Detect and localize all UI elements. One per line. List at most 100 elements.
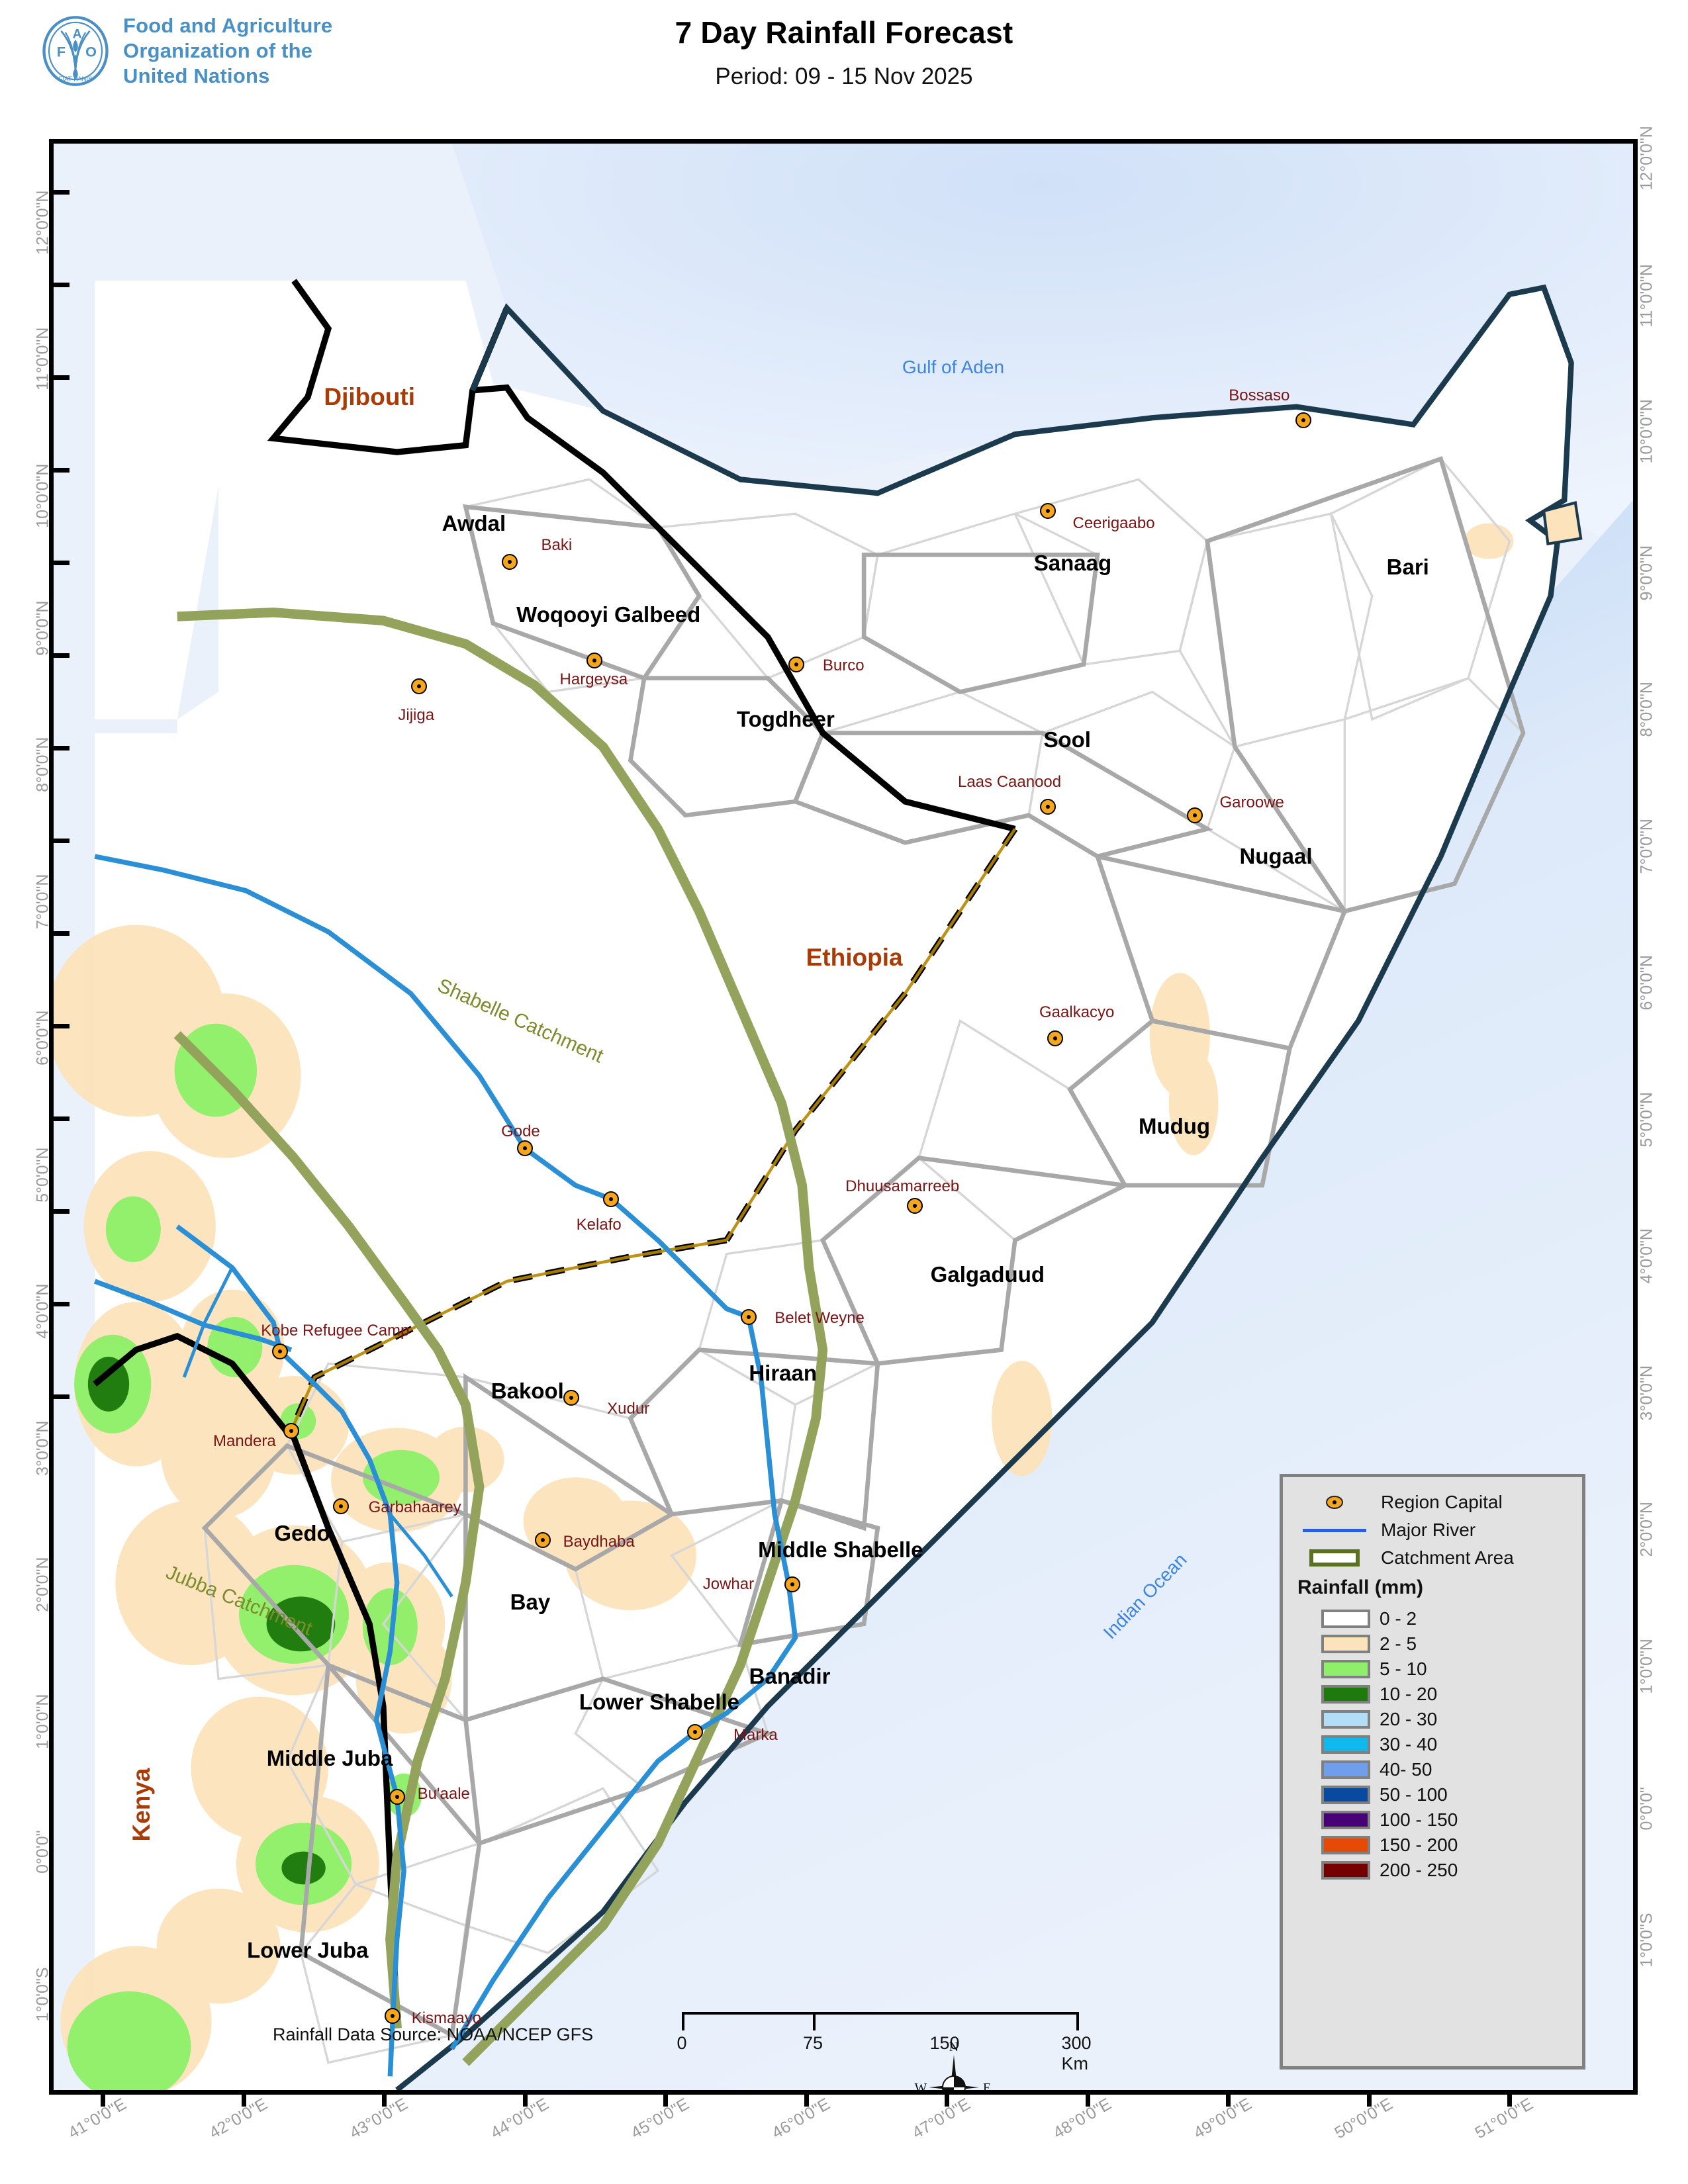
scale-tick-label: 300 Km [1061,2033,1092,2073]
data-source-note: Rainfall Data Source: NOAA/NCEP GFS [273,2025,594,2044]
region-capital-marker[interactable] [788,657,805,673]
latitude-tick-label: 7°0'0"N [33,874,52,929]
latitude-tick-label: 11°0'0"N [1637,263,1656,327]
region-capital-marker[interactable] [1040,799,1056,815]
page-header: F A O FIAT PANIS Food and Agriculture Or… [0,0,1688,132]
longitude-tick-label: 43°0'0"E [346,2095,411,2143]
longitude-tick-label: 45°0'0"E [628,2095,692,2143]
region-capital-marker[interactable] [1040,503,1056,520]
lon-tick [101,2091,105,2107]
latitude-tick-label: 9°0'0"N [1637,545,1656,600]
region-capital-marker[interactable] [534,1532,551,1549]
rainfall-class-swatch [1321,1735,1370,1754]
svg-text:FIAT PANIS: FIAT PANIS [58,75,93,83]
legend-swatch-row: 20 - 30 [1283,1709,1582,1730]
region-capital-marker[interactable] [1187,807,1203,823]
lon-tick [945,2091,949,2107]
svg-text:E: E [983,2081,991,2095]
region-capital-marker[interactable] [283,1422,299,1439]
region-capital-marker[interactable] [784,1576,801,1592]
legend-swatch-row: 100 - 150 [1283,1809,1582,1831]
scale-tick-label: 150 [929,2033,960,2053]
legend-rainfall-title: Rainfall (mm) [1297,1576,1424,1598]
rainfall-class-label: 5 - 10 [1380,1659,1427,1679]
lat-tick [54,1024,70,1028]
longitude-tick-label: 51°0'0"E [1472,2095,1536,2143]
map-legend: Region Capital Major River Catchment Are… [1280,1474,1585,2070]
legend-label-region-capital: Region Capital [1381,1492,1503,1512]
region-capital-marker[interactable] [516,1140,533,1157]
catchment-area-icon [1300,1549,1369,1567]
legend-swatch-row: 150 - 200 [1283,1835,1582,1856]
latitude-tick-label: 3°0'0"N [33,1420,52,1476]
latitude-tick-label: 7°0'0"N [1637,818,1656,874]
legend-label-major-river: Major River [1381,1520,1476,1540]
fao-wordmark: Food and Agriculture Organization of the… [123,13,332,88]
region-capital-marker[interactable] [385,2008,401,2025]
latitude-tick-label: 1°0'0"N [33,1694,52,1749]
rainfall-class-swatch [1321,1760,1370,1779]
region-capital-marker[interactable] [603,1191,620,1207]
lon-tick [1507,2091,1512,2107]
region-capital-marker[interactable] [1295,412,1312,429]
lat-tick [54,561,70,565]
rainfall-class-swatch [1321,1710,1370,1729]
region-capital-marker[interactable] [501,553,518,570]
lat-tick [54,746,70,751]
region-capital-marker[interactable] [686,1724,703,1741]
svg-text:N: N [949,2040,959,2054]
longitude-tick-label: 46°0'0"E [768,2095,833,2143]
region-capital-marker[interactable] [906,1198,923,1214]
region-capital-marker[interactable] [389,1788,405,1805]
latitude-tick-label: 9°0'0"N [33,600,52,656]
lon-tick [241,2091,246,2107]
scale-tick-label: 75 [802,2033,823,2053]
latitude-tick-label: 0°0'0" [1637,1787,1656,1831]
fao-emblem-icon: F A O FIAT PANIS [40,15,111,87]
region-capital-icon [1300,1496,1369,1509]
lat-tick [54,375,70,380]
scale-bar-line [682,2012,1079,2032]
longitude-tick-label: 42°0'0"E [205,2095,271,2143]
lat-tick [54,190,70,195]
region-capital-marker[interactable] [410,678,427,695]
region-capital-marker[interactable] [272,1343,289,1359]
longitude-tick-label: 41°0'0"E [65,2095,130,2143]
latitude-tick-label: 10°0'0"N [33,463,52,528]
latitude-tick-label: 2°0'0"N [1637,1502,1656,1557]
latitude-tick-label: 5°0'0"N [33,1147,52,1203]
legend-row-major-river: Major River [1283,1520,1582,1541]
latitude-tick-label: 8°0'0"N [1637,682,1656,737]
rainfall-class-label: 10 - 20 [1380,1684,1438,1704]
rainfall-class-label: 0 - 2 [1380,1608,1417,1629]
latitude-tick-label: 8°0'0"N [33,737,52,792]
rainfall-class-label: 50 - 100 [1380,1784,1448,1805]
latitude-tick-label: 12°0'0"N [1637,126,1656,191]
lon-tick [522,2091,528,2107]
legend-row-catchment-area: Catchment Area [1283,1547,1582,1569]
scale-tick-label: 0 [677,2033,687,2053]
rainfall-class-label: 40- 50 [1380,1759,1432,1780]
legend-swatch-row: 30 - 40 [1283,1734,1582,1755]
region-capital-marker[interactable] [1047,1030,1063,1047]
fao-logo-block: F A O FIAT PANIS Food and Agriculture Or… [40,13,332,88]
rainfall-class-swatch [1321,1786,1370,1804]
latitude-tick-label: 3°0'0"N [1637,1365,1656,1420]
region-capital-marker[interactable] [332,1498,349,1514]
latitude-tick-label: 1°0'0"S [33,1967,52,2022]
compass-rose-icon: N S W E [914,2036,994,2095]
rainfall-class-label: 100 - 150 [1380,1809,1458,1830]
region-capital-marker[interactable] [740,1308,757,1325]
legend-row-region-capital: Region Capital [1283,1492,1582,1513]
rainfall-class-swatch [1321,1635,1370,1653]
rainfall-class-swatch [1321,1610,1370,1628]
longitude-tick-label: 44°0'0"E [487,2095,552,2143]
map-frame[interactable]: Djibouti Ethiopia Kenya Awdal Woqooyi Galbee… [49,139,1638,2095]
latitude-tick-label: 12°0'0"N [33,190,52,255]
latitude-tick-label: 6°0'0"N [33,1010,52,1066]
scale-bar-labels: 0 75 150 300 Km [677,2033,1091,2073]
region-capital-marker[interactable] [563,1390,580,1406]
lat-tick [54,931,70,936]
region-capital-marker[interactable] [586,652,603,668]
page-title: 7 Day Rainfall Forecast [675,15,1013,50]
